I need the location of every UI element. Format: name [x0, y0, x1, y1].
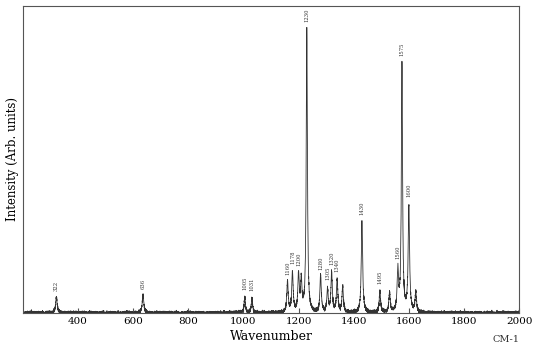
Text: 1200: 1200 — [296, 252, 301, 266]
X-axis label: Wavenumber: Wavenumber — [230, 331, 313, 343]
Text: 1031: 1031 — [250, 277, 254, 291]
Text: 636: 636 — [140, 279, 145, 289]
Text: 1340: 1340 — [335, 259, 339, 272]
Text: 1280: 1280 — [318, 256, 323, 270]
Text: 1495: 1495 — [377, 270, 383, 284]
Text: 1575: 1575 — [400, 43, 405, 56]
Text: 1600: 1600 — [406, 184, 412, 198]
Text: 1560: 1560 — [395, 245, 400, 259]
Text: 322: 322 — [54, 281, 59, 291]
Text: 1320: 1320 — [329, 252, 334, 265]
Text: 1430: 1430 — [359, 201, 364, 215]
Text: 1005: 1005 — [242, 276, 247, 290]
Text: 1160: 1160 — [285, 262, 290, 275]
Text: 1230: 1230 — [305, 8, 309, 22]
Text: 1305: 1305 — [325, 266, 330, 280]
Y-axis label: Intensity (Arb. units): Intensity (Arb. units) — [5, 97, 18, 221]
Text: 1178: 1178 — [290, 251, 295, 264]
Text: CM-1: CM-1 — [492, 335, 519, 344]
